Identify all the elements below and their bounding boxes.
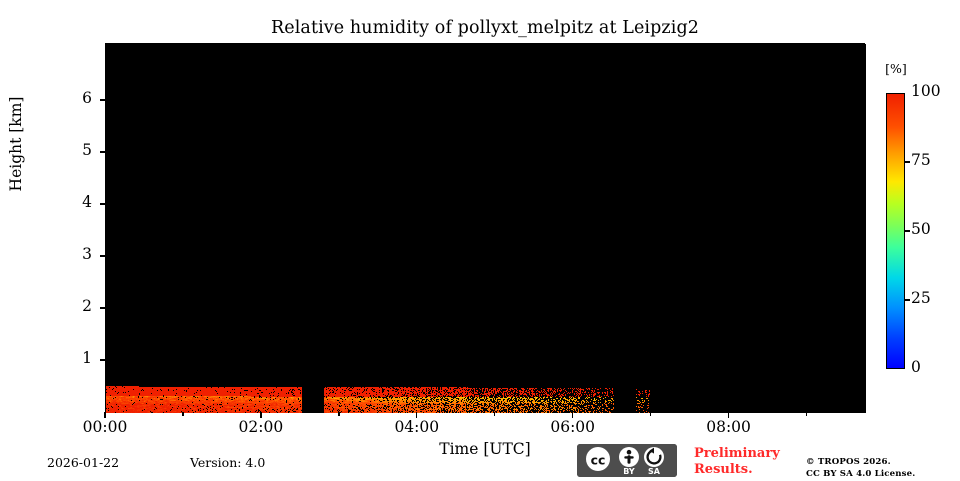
copyright-note: © TROPOS 2026. CC BY SA 4.0 License. <box>806 456 956 481</box>
x-minor-tick-mark <box>494 412 496 416</box>
footer-date: 2026-01-22 <box>47 455 120 470</box>
cc-sa-text: SA <box>648 467 661 476</box>
y-tick-label: 6 <box>82 89 92 108</box>
x-tick-mark <box>260 412 262 418</box>
x-tick-label: 00:00 <box>82 418 128 436</box>
y-tick-mark <box>100 203 106 205</box>
colorbar-tick-label: 100 <box>911 82 941 100</box>
cc-by-text: BY <box>623 467 635 476</box>
x-tick-label: 08:00 <box>706 418 751 436</box>
y-tick-label: 1 <box>82 349 92 368</box>
colorbar-tick-mark <box>905 230 910 232</box>
colorbar-tick-label: 75 <box>911 151 931 169</box>
y-tick-mark <box>100 359 106 361</box>
colorbar-tick-label: 50 <box>911 220 931 238</box>
colorbar <box>886 93 905 369</box>
colorbar-tick-label: 25 <box>911 289 931 307</box>
colorbar-gradient <box>887 94 904 368</box>
x-tick-mark <box>104 412 106 418</box>
preliminary-line-1: Preliminary <box>694 446 780 461</box>
colorbar-unit-label: [%] <box>885 61 907 76</box>
x-tick-mark <box>416 412 418 418</box>
cc-by-sa-badge-icon[interactable]: cc BY SA <box>577 444 677 477</box>
x-minor-tick-mark <box>649 412 652 416</box>
footer-version: Version: 4.0 <box>190 455 266 470</box>
y-tick-mark <box>100 307 106 309</box>
colorbar-tick-mark <box>905 299 910 301</box>
page-title: Relative humidity of pollyxt_melpitz at … <box>271 18 699 38</box>
x-axis-label: Time [UTC] <box>439 440 531 458</box>
y-tick-label: 3 <box>82 245 92 264</box>
x-tick-mark <box>571 412 574 418</box>
copyright-line-2: CC BY SA 4.0 License. <box>806 469 916 480</box>
y-tick-mark <box>100 255 106 257</box>
colorbar-tick-mark <box>905 161 910 163</box>
x-tick-mark <box>727 412 730 418</box>
y-tick-label: 2 <box>82 297 92 316</box>
heatmap-plot-area <box>105 43 866 413</box>
y-tick-label: 4 <box>82 193 92 212</box>
x-tick-label: 04:00 <box>394 418 440 436</box>
copyright-line-1: © TROPOS 2026. <box>806 457 891 467</box>
svg-text:cc: cc <box>591 453 606 468</box>
y-tick-label: 5 <box>82 141 92 160</box>
x-tick-label: 06:00 <box>550 418 596 436</box>
x-minor-tick-mark <box>182 412 184 416</box>
y-tick-mark <box>100 151 106 153</box>
preliminary-results-note: Preliminary Results. <box>694 446 804 478</box>
y-tick-mark <box>100 99 106 101</box>
preliminary-line-2: Results. <box>694 461 753 477</box>
relative-humidity-heatmap <box>106 44 866 413</box>
x-tick-label: 02:00 <box>238 418 284 436</box>
x-minor-tick-mark <box>805 412 808 416</box>
x-minor-tick-mark <box>338 412 340 416</box>
colorbar-tick-label: 0 <box>911 358 921 376</box>
y-axis-label: Height [km] <box>7 96 25 192</box>
